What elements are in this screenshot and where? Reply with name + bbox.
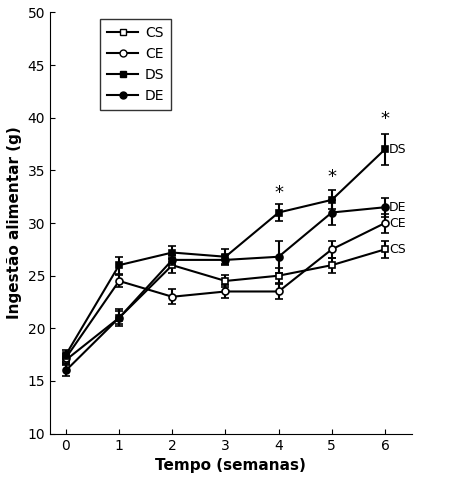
Text: CS: CS [389, 243, 406, 256]
Y-axis label: Ingestão alimentar (g): Ingestão alimentar (g) [7, 127, 22, 319]
Legend: CS, CE, DS, DE: CS, CE, DS, DE [100, 19, 171, 110]
X-axis label: Tempo (semanas): Tempo (semanas) [155, 458, 306, 473]
Text: CE: CE [389, 216, 406, 229]
Text: *: * [380, 110, 389, 128]
Text: *: * [274, 184, 283, 202]
Text: DS: DS [389, 143, 407, 156]
Text: *: * [327, 168, 336, 186]
Text: DE: DE [389, 201, 407, 214]
